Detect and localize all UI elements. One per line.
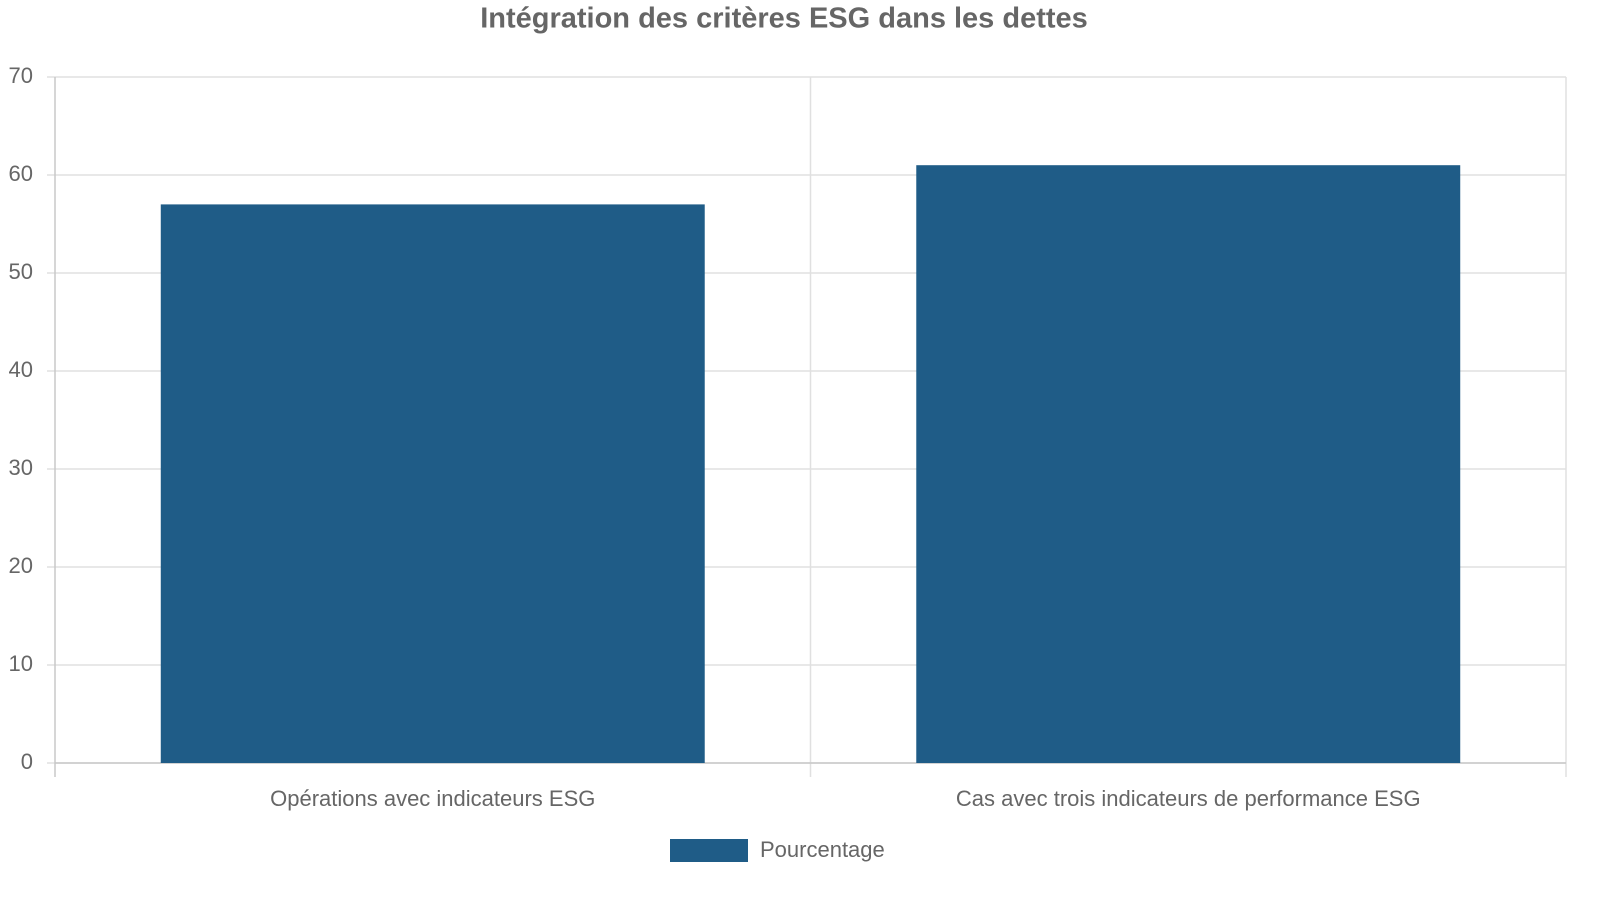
legend-swatch	[670, 839, 748, 862]
x-tick-label: Cas avec trois indicateurs de performanc…	[956, 786, 1421, 811]
y-tick-label: 10	[9, 651, 33, 676]
y-tick-label: 50	[9, 259, 33, 284]
y-tick-label: 20	[9, 553, 33, 578]
y-tick-label: 0	[21, 749, 33, 774]
y-tick-label: 40	[9, 357, 33, 382]
x-tick-label: Opérations avec indicateurs ESG	[270, 786, 595, 811]
bar	[916, 165, 1461, 763]
legend-label: Pourcentage	[760, 837, 885, 862]
y-tick-label: 30	[9, 455, 33, 480]
bar	[160, 204, 705, 763]
chart-title: Intégration des critères ESG dans les de…	[480, 3, 1088, 35]
y-tick-label: 60	[9, 161, 33, 186]
y-tick-label: 70	[9, 63, 33, 88]
